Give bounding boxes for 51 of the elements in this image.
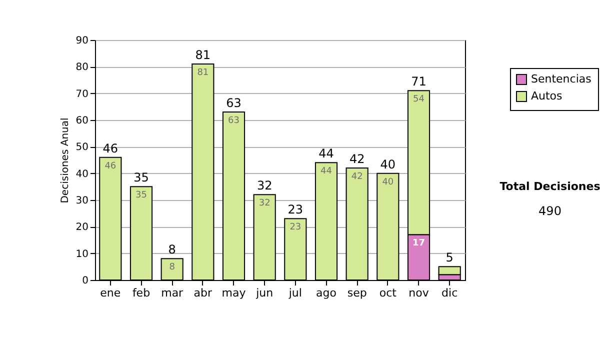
x-tick-label: jul [288, 286, 302, 300]
y-tick-label: 70 [76, 88, 88, 100]
x-tick-label: ene [100, 286, 121, 300]
total-label: 40 [380, 157, 396, 172]
y-tick-label: 90 [76, 36, 88, 46]
data-label: 42 [351, 172, 363, 182]
total-label: 35 [134, 170, 149, 185]
total-label: 8 [168, 242, 176, 257]
total-label: 23 [288, 202, 304, 217]
x-tick-label: abr [194, 286, 213, 300]
data-label: 35 [136, 190, 147, 201]
data-label: 32 [258, 198, 270, 209]
y-tick-label: 0 [82, 276, 88, 286]
data-label: 63 [228, 116, 240, 126]
y-tick-label: 40 [76, 168, 88, 180]
data-label: 46 [104, 161, 116, 172]
total-label: 71 [411, 74, 426, 89]
x-tick-label: nov [408, 286, 430, 300]
text: 490 [538, 204, 562, 218]
y-tick-label: 30 [76, 196, 88, 206]
y-tick-label: 10 [76, 248, 88, 260]
data-label: 81 [197, 68, 209, 78]
text: Total Decisiones [500, 180, 600, 193]
y-tick-label: 80 [76, 62, 88, 74]
total-label: 42 [349, 152, 365, 166]
y-tick-label: 60 [76, 116, 88, 126]
legend-label: Sentencias [531, 72, 592, 86]
x-tick-label: mar [161, 286, 184, 300]
legend-label: Autos [531, 90, 563, 102]
data-label: 8 [169, 262, 176, 273]
x-tick-label: oct [379, 286, 398, 300]
x-tick-label: feb [132, 286, 150, 300]
x-tick-label: ago [316, 286, 337, 300]
data-label: 54 [413, 94, 425, 105]
total-label: 81 [195, 48, 211, 62]
total-label: 46 [102, 141, 118, 156]
data-label: 40 [382, 177, 394, 188]
x-tick-label: may [222, 286, 246, 300]
data-label: 44 [320, 166, 332, 177]
data-label: 17 [412, 238, 426, 249]
x-tick-label: jun [255, 286, 274, 300]
x-tick-label: sep [347, 286, 367, 300]
total-label: 32 [256, 178, 272, 193]
total-label: 5 [446, 250, 454, 265]
y-tick-label: 50 [76, 142, 88, 154]
total-label: 63 [226, 96, 242, 110]
y-axis-title: Decisiones Anual [60, 118, 71, 204]
total-label: 44 [318, 146, 334, 161]
y-tick-label: 20 [76, 222, 88, 234]
x-tick-label: dic [442, 286, 458, 300]
data-label: 23 [290, 222, 302, 233]
